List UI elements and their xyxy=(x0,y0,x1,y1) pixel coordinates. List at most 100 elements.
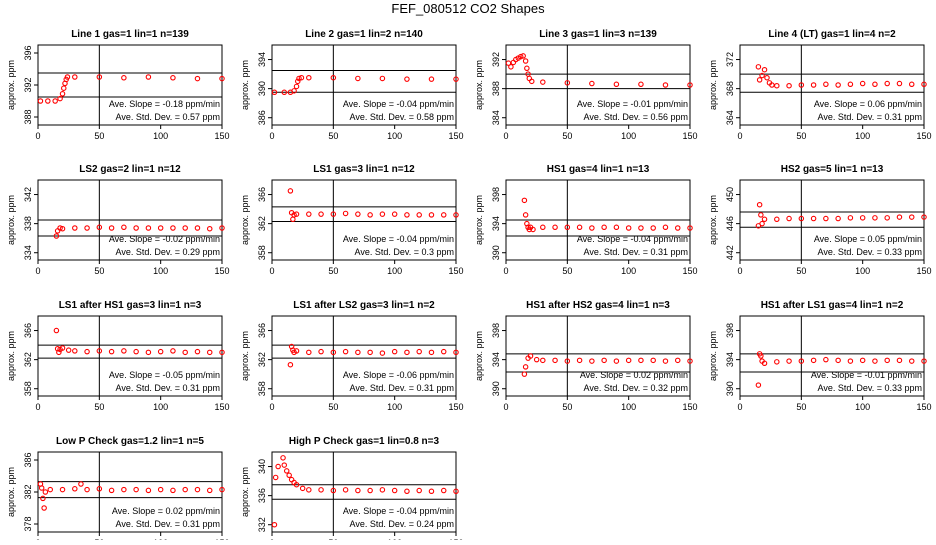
data-point xyxy=(182,225,188,231)
x-tick-label: 100 xyxy=(387,266,402,276)
data-point xyxy=(330,74,337,81)
x-tick-label: 50 xyxy=(796,131,806,141)
std-dev-annotation: Ave. Std. Dev. = 0.33 ppm xyxy=(818,383,922,393)
data-point xyxy=(428,349,435,356)
data-point xyxy=(64,74,71,80)
data-point xyxy=(298,74,305,81)
data-point xyxy=(613,81,620,88)
data-point xyxy=(330,211,337,217)
data-point xyxy=(674,225,681,231)
data-point xyxy=(108,225,115,231)
data-point xyxy=(416,212,422,218)
std-dev-annotation: Ave. Std. Dev. = 0.31 ppm xyxy=(350,383,454,393)
data-point xyxy=(59,225,66,232)
data-point xyxy=(530,226,536,233)
x-tick-label: 0 xyxy=(503,402,508,412)
data-point xyxy=(293,481,300,488)
data-point xyxy=(520,53,526,59)
data-point xyxy=(758,353,764,359)
data-point xyxy=(342,348,349,355)
x-tick-label: 150 xyxy=(682,402,697,412)
data-point xyxy=(290,216,296,223)
data-point xyxy=(194,348,201,355)
data-point xyxy=(272,474,279,481)
data-point xyxy=(53,233,60,239)
std-dev-annotation: Ave. Std. Dev. = 0.3 ppm xyxy=(355,247,454,257)
data-point xyxy=(59,91,66,97)
data-point xyxy=(293,83,300,90)
slope-annotation: Ave. Slope = -0.18 ppm/min xyxy=(109,99,220,109)
x-tick-label: 100 xyxy=(153,131,168,141)
x-tick-label: 0 xyxy=(503,131,508,141)
y-tick-label: 388 xyxy=(23,109,33,124)
x-tick-label: 100 xyxy=(387,402,402,412)
data-point xyxy=(884,215,890,221)
data-point xyxy=(194,486,201,493)
data-point xyxy=(508,64,514,70)
data-point xyxy=(428,488,435,495)
data-point xyxy=(521,371,528,377)
data-point xyxy=(847,215,854,221)
data-point xyxy=(662,224,669,231)
data-point xyxy=(552,357,558,364)
data-point xyxy=(330,349,337,356)
y-tick-label: 342 xyxy=(23,187,33,202)
std-dev-annotation: Ave. Std. Dev. = 0.33 ppm xyxy=(818,247,922,257)
x-tick-label: 150 xyxy=(916,131,931,141)
data-point xyxy=(47,486,54,493)
data-point xyxy=(170,75,176,81)
chart-title: LS1 after HS1 gas=3 lin=1 n=3 xyxy=(59,300,202,311)
data-point xyxy=(761,216,768,223)
data-point xyxy=(367,487,373,494)
y-tick-label: 390 xyxy=(491,245,501,260)
chart-panel: HS1 after LS1 gas=4 lin=1 n=2 0 50 100 150 39… xyxy=(708,300,932,412)
data-point xyxy=(379,75,386,82)
slope-annotation: Ave. Slope = -0.04 ppm/min xyxy=(343,506,454,516)
x-tick-label: 0 xyxy=(737,266,742,276)
data-point xyxy=(133,486,139,493)
data-point xyxy=(786,215,792,222)
data-point xyxy=(145,487,152,494)
y-tick-label: 384 xyxy=(491,110,501,125)
data-point xyxy=(416,348,422,355)
data-point xyxy=(330,487,337,494)
x-tick-label: 100 xyxy=(855,402,870,412)
y-tick-label: 398 xyxy=(491,187,501,202)
y-axis-label: approx. ppm xyxy=(6,331,16,381)
std-dev-annotation: Ave. Std. Dev. = 0.24 ppm xyxy=(350,519,454,529)
y-axis-label: approx. ppm xyxy=(240,60,250,110)
data-point xyxy=(306,74,312,81)
data-point xyxy=(194,75,201,82)
data-point xyxy=(65,347,72,353)
x-tick-label: 100 xyxy=(855,131,870,141)
data-point xyxy=(921,358,927,364)
data-point xyxy=(57,95,63,102)
data-point xyxy=(391,348,398,355)
figure-title: FEF_080512 CO2 Shapes xyxy=(391,1,545,16)
data-point xyxy=(145,74,152,80)
std-dev-annotation: Ave. Std. Dev. = 0.32 ppm xyxy=(584,383,688,393)
chart-title: Line 3 gas=1 lin=3 n=139 xyxy=(539,29,657,40)
data-point xyxy=(521,197,528,204)
data-point xyxy=(884,80,890,87)
data-point xyxy=(121,75,127,81)
y-tick-label: 362 xyxy=(257,216,267,231)
chart-panel: Line 3 gas=1 lin=3 n=139 0 50 100 150 384 388 3… xyxy=(474,29,698,141)
x-tick-label: 0 xyxy=(269,266,274,276)
data-point xyxy=(859,357,866,364)
data-point xyxy=(291,88,297,94)
plot-frame xyxy=(505,315,691,397)
data-point xyxy=(896,357,903,364)
data-point xyxy=(517,53,524,60)
x-tick-label: 50 xyxy=(94,266,104,276)
data-point xyxy=(533,356,540,363)
y-tick-label: 392 xyxy=(23,77,33,92)
data-point xyxy=(522,364,529,370)
y-tick-label: 378 xyxy=(23,516,33,531)
data-point xyxy=(281,462,288,468)
y-tick-label: 394 xyxy=(257,52,267,67)
x-tick-label: 0 xyxy=(269,131,274,141)
data-point xyxy=(921,81,927,88)
y-tick-label: 364 xyxy=(725,110,735,125)
